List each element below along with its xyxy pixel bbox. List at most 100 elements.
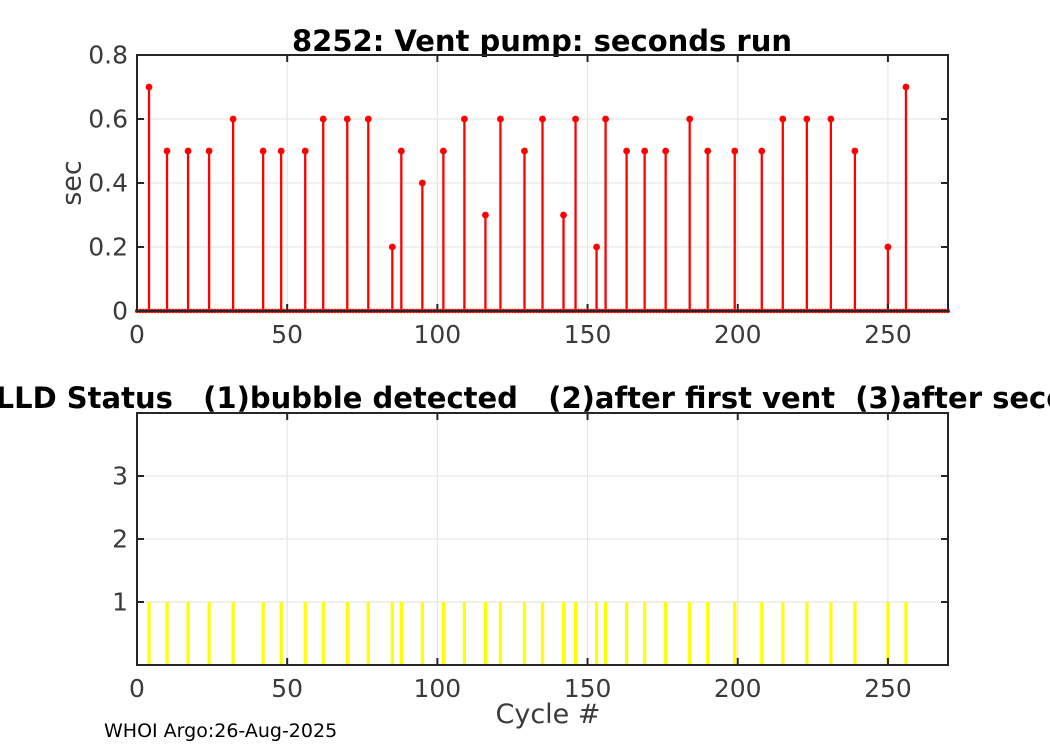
x-tick-label: 100 (413, 320, 462, 349)
stem-marker (539, 115, 546, 123)
stem-marker (301, 147, 309, 155)
status-bar (540, 602, 545, 665)
stem-marker (521, 147, 528, 155)
y-tick-label: 0 (112, 296, 128, 326)
status-bar (805, 602, 809, 665)
x-tick-label: 200 (713, 320, 762, 349)
stem-marker (482, 211, 489, 219)
stem-marker (602, 115, 609, 123)
status-bar (279, 602, 283, 665)
x-tick-label: 150 (563, 320, 612, 349)
status-bar (420, 602, 424, 665)
status-bar (261, 602, 265, 665)
stem-marker (662, 147, 670, 155)
y-tick-label: 0.2 (88, 232, 128, 262)
status-bar (573, 602, 578, 665)
status-bar (390, 602, 394, 665)
stem-marker (641, 147, 649, 155)
stem-marker (163, 147, 171, 155)
stem-marker (572, 115, 579, 123)
stem-marker (758, 147, 766, 155)
status-bar (345, 602, 349, 665)
stem-marker (704, 147, 712, 155)
status-bar (688, 602, 692, 665)
stem-marker (439, 147, 447, 155)
x-axis-label-cycle: Cycle # (495, 699, 601, 730)
x-tick-label: 0 (129, 320, 145, 349)
status-bar (853, 602, 857, 665)
stem-marker (827, 115, 835, 123)
status-bar (522, 602, 527, 665)
status-bar (441, 602, 445, 665)
stem-marker (229, 115, 237, 123)
stem-marker (884, 243, 892, 251)
stem-marker (205, 147, 213, 155)
tick-marks (136, 54, 948, 312)
stem-marker (779, 115, 787, 123)
status-bar (561, 602, 566, 665)
lld-status-chart-title: 8252: LLD Status (1)bubble detected (2)a… (0, 381, 1050, 415)
status-bar (706, 602, 710, 665)
footer-annotation: WHOI Argo:26-Aug-2025 (104, 720, 338, 742)
status-bar (186, 602, 190, 665)
vent-pump-chart-title: 8252: Vent pump: seconds run (291, 24, 793, 58)
stem-marker (461, 115, 468, 123)
stem-marker (343, 115, 351, 123)
status-bar (886, 602, 890, 665)
stem-marker (259, 147, 267, 155)
stem-series (134, 83, 951, 314)
y-tick-label: 1 (112, 587, 128, 617)
x-tick-label: 250 (864, 320, 912, 349)
status-bar (904, 602, 908, 665)
status-bar (760, 602, 764, 665)
stem-marker (560, 211, 567, 219)
status-bar (664, 602, 668, 665)
x-tick-label: 200 (713, 674, 762, 703)
y-tick-label: 2 (112, 524, 128, 554)
x-tick-label: 50 (271, 320, 304, 349)
y-axis-label-sec: sec (56, 160, 88, 206)
bar-series (147, 602, 908, 665)
stem-marker (731, 147, 739, 155)
status-bar (781, 602, 785, 665)
status-bar (733, 602, 737, 665)
lld-status-plot (136, 412, 949, 666)
stem-marker (497, 115, 504, 123)
status-bar (603, 602, 608, 665)
status-bar (643, 602, 647, 665)
stem-marker (397, 147, 405, 155)
x-tick-label: 0 (129, 674, 145, 703)
status-bar (231, 602, 235, 665)
stem-marker (319, 115, 327, 123)
status-bar (399, 602, 403, 665)
x-tick-label: 50 (271, 674, 304, 703)
x-tick-label: 250 (864, 674, 912, 703)
y-tick-label: 3 (112, 461, 128, 491)
x-tick-label: 100 (413, 674, 462, 703)
stem-marker (686, 115, 694, 123)
stem-marker (803, 115, 811, 123)
stem-marker (184, 147, 192, 155)
stem-marker (902, 83, 910, 91)
status-bar (207, 602, 211, 665)
status-bar (147, 602, 151, 665)
status-bar (366, 602, 370, 665)
status-bar (462, 602, 467, 665)
vent-pump-plot (134, 54, 951, 314)
status-bar (303, 602, 307, 665)
status-bar (483, 602, 488, 665)
status-bar (594, 602, 599, 665)
y-tick-label: 0.8 (88, 40, 128, 70)
stem-marker (388, 243, 396, 251)
stem-marker (593, 243, 600, 251)
y-tick-label: 0.4 (88, 168, 128, 198)
stem-marker (418, 179, 426, 187)
status-bar (165, 602, 169, 665)
stem-marker (851, 147, 859, 155)
stem-marker (145, 83, 153, 91)
status-bar (498, 602, 503, 665)
stem-marker (364, 115, 372, 123)
status-bar (625, 602, 629, 665)
tick-marks (136, 413, 948, 665)
